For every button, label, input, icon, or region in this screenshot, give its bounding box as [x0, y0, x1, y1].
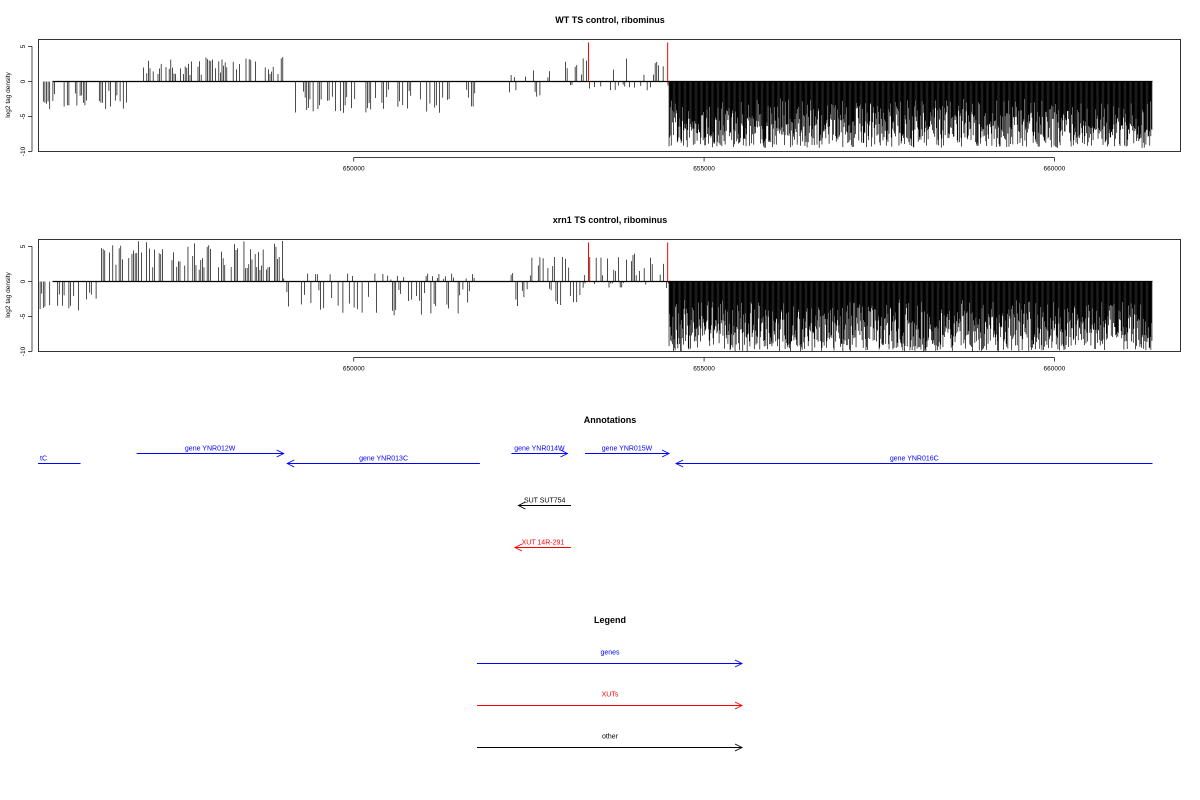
- x-tick-label: 650000: [343, 166, 365, 173]
- legend-label: other: [602, 734, 619, 741]
- arrow-head: [661, 449, 671, 458]
- bar-group: [42, 57, 1153, 148]
- y-tick-label: -10: [20, 146, 27, 156]
- x-tick-label: 655000: [693, 166, 715, 173]
- panel-title: xrn1 TS control, ribominus: [553, 215, 668, 225]
- x-axis: 650000 655000 660000: [343, 357, 1066, 373]
- marker-group: [587, 242, 669, 282]
- arrow-head: [513, 543, 523, 552]
- feature-gene: gene YNR015W: [584, 446, 671, 458]
- feature-label: gene YNR012W: [185, 446, 236, 453]
- feature-label: gene YNR014W: [514, 446, 565, 453]
- x-tick-label: 655000: [693, 366, 715, 373]
- xrn1-coverage-panel: xrn1 TS control, ribominus log2 tag dens…: [5, 215, 1181, 373]
- wt-coverage-panel: WT TS control, ribominus log2 tag densit…: [5, 15, 1181, 173]
- feature-gene: gene YNR013C: [286, 456, 480, 468]
- feature-label: gene YNR015W: [602, 446, 653, 453]
- feature-label: tC: [40, 456, 47, 463]
- feature-label: gene YNR016C: [890, 456, 939, 463]
- legend-label: genes: [600, 650, 620, 657]
- arrow-head: [276, 449, 285, 458]
- legend-title: Legend: [594, 615, 626, 625]
- arrow-head: [286, 459, 295, 468]
- legend-item-xut: XUTs: [477, 692, 744, 710]
- y-axis: -10 -5 0 5: [20, 244, 33, 356]
- feature-other: SUT SUT754: [517, 498, 571, 510]
- feature-label: XUT 14R-291: [522, 540, 565, 547]
- panel-title: WT TS control, ribominus: [555, 15, 665, 25]
- y-tick-label: -5: [20, 113, 27, 119]
- feature-group: tC gene YNR012W gene YNR013C gene YNR014W ge…: [38, 446, 1153, 552]
- feature-label: SUT SUT754: [524, 498, 566, 505]
- y-tick-label: -5: [20, 313, 27, 319]
- plot-frame: [38, 39, 1181, 152]
- y-tick-label: 0: [20, 79, 27, 83]
- feature-gene: gene YNR016C: [675, 456, 1153, 468]
- y-tick-label: -10: [20, 346, 27, 356]
- feature-xut: XUT 14R-291: [513, 540, 571, 552]
- y-axis: -10 -5 0 5: [20, 44, 33, 156]
- arrow-head: [734, 743, 744, 752]
- annotations-title: Annotations: [584, 415, 637, 425]
- legend-item-gene: genes: [477, 650, 744, 668]
- arrow-head: [675, 459, 684, 468]
- feature-label: gene YNR013C: [359, 456, 408, 463]
- arrow-head: [517, 501, 526, 510]
- legend: Legend genes XUTs other: [477, 615, 744, 752]
- legend-items: genes XUTs other: [477, 650, 744, 752]
- y-tick-label: 5: [20, 44, 27, 48]
- arrow-head: [734, 659, 744, 668]
- plot-frame: [38, 239, 1181, 352]
- marker-group: [587, 42, 669, 82]
- bar-group: [39, 241, 1153, 352]
- arrow-head: [734, 701, 744, 710]
- feature-gene: gene YNR014W: [511, 446, 569, 458]
- arrow-head: [560, 449, 569, 458]
- x-tick-label: 650000: [343, 366, 365, 373]
- legend-item-other: other: [477, 734, 744, 752]
- x-tick-label: 660000: [1044, 166, 1066, 173]
- y-axis-label: log2 tag density: [5, 271, 12, 317]
- y-tick-label: 0: [20, 279, 27, 283]
- annotations-track: Annotations tC gene YNR012W gene YNR013C ge…: [38, 415, 1153, 552]
- y-tick-label: 5: [20, 244, 27, 248]
- feature-gene: gene YNR012W: [136, 446, 285, 458]
- x-axis: 650000 655000 660000: [343, 157, 1066, 173]
- y-axis-label: log2 tag density: [5, 71, 12, 117]
- legend-label: XUTs: [602, 692, 619, 699]
- x-tick-label: 660000: [1044, 366, 1066, 373]
- feature-gene: tC: [38, 456, 81, 464]
